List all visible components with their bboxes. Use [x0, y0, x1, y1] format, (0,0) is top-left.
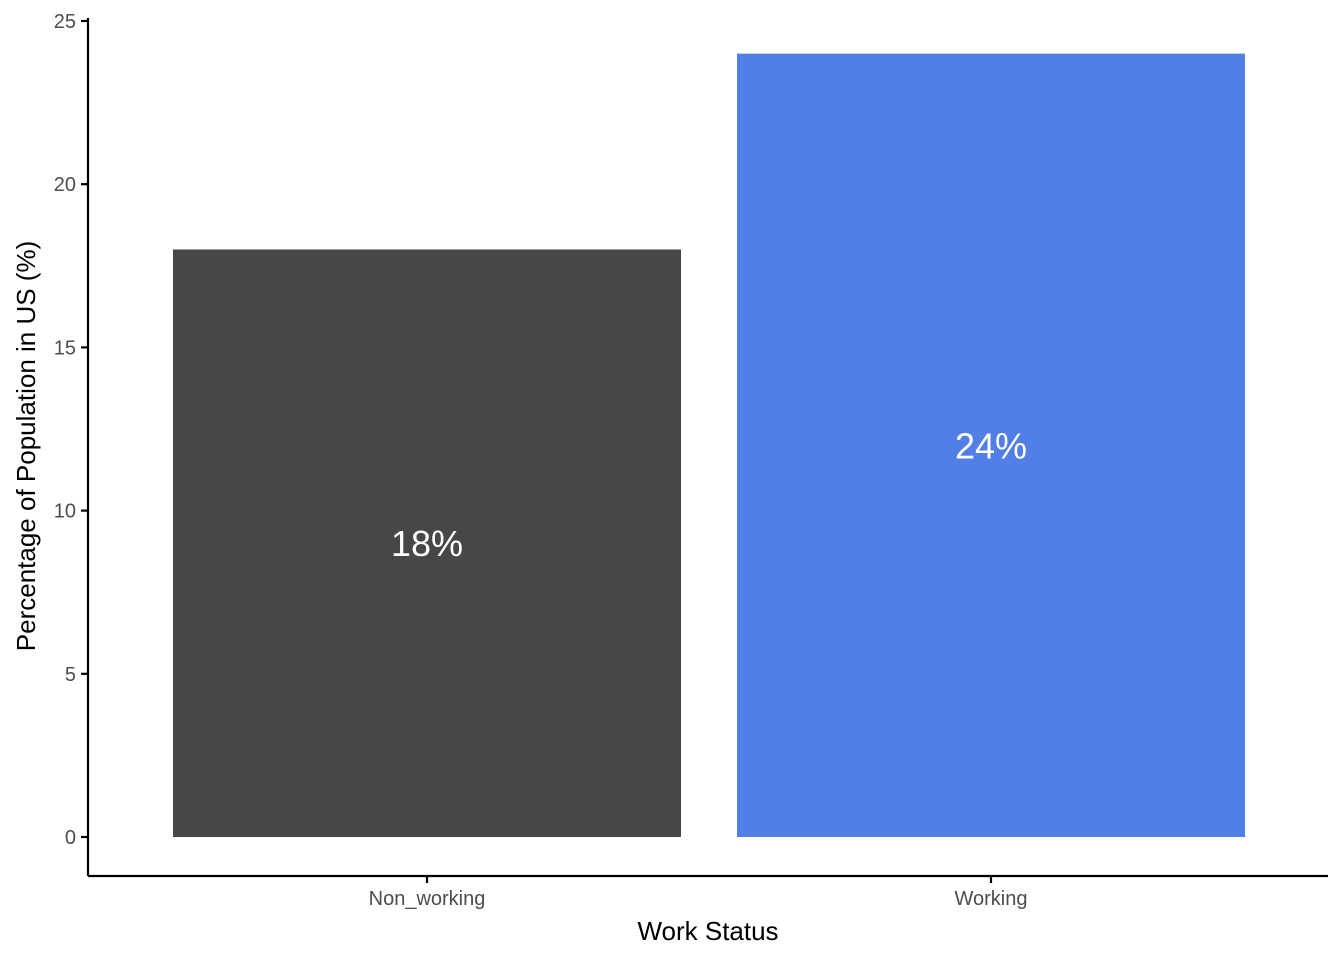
x-tick-label: Working: [955, 888, 1028, 910]
bar-labels-group: 18% 24%: [391, 425, 1027, 564]
y-tick-label: 10: [54, 501, 76, 523]
y-tick-label: 5: [65, 664, 76, 686]
x-tick-label: Non_working: [369, 888, 486, 910]
x-axis-title: Work Status: [637, 916, 778, 946]
x-ticks-group: Non_working Working: [369, 876, 1028, 910]
bar-value-label: 24%: [955, 425, 1027, 466]
y-tick-label: 15: [54, 337, 76, 359]
y-tick-label: 25: [54, 11, 76, 33]
y-axis-title: Percentage of Population in US (%): [11, 241, 41, 651]
bar-value-label: 18%: [391, 523, 463, 564]
y-ticks-group: 0 5 10 15 20 25: [54, 11, 88, 849]
axes-group: [86, 18, 1328, 878]
bar-non_working: [173, 249, 681, 838]
y-tick-label: 0: [65, 827, 76, 849]
y-tick-label: 20: [54, 174, 76, 196]
bar-working: [737, 53, 1245, 837]
bars-group: [173, 53, 1245, 838]
